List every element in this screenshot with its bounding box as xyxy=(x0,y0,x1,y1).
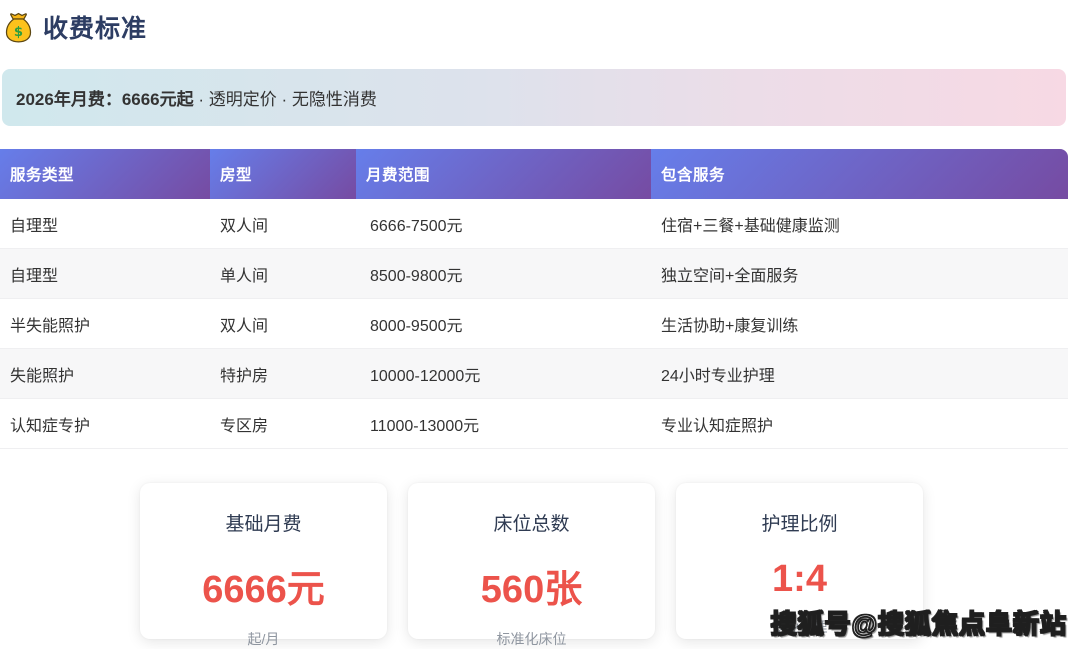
sohu-watermark: 搜狐号@搜狐焦点阜新站 xyxy=(771,604,1067,641)
cell-service-type: 自理型 xyxy=(0,199,210,249)
stat-value: 6666元 xyxy=(140,558,387,613)
cell-fee-range: 6666-7500元 xyxy=(356,199,651,249)
cell-room-type: 专区房 xyxy=(210,399,356,449)
cell-service-type: 自理型 xyxy=(0,249,210,299)
cell-included-services: 住宿+三餐+基础健康监测 xyxy=(651,199,1068,249)
money-bag-icon: $ xyxy=(3,12,34,43)
stat-card-total-beds: 床位总数 560张 标准化床位 xyxy=(408,483,655,639)
stat-value: 1:4 xyxy=(676,558,923,601)
cell-included-services: 专业认知症照护 xyxy=(651,399,1068,449)
cell-included-services: 独立空间+全面服务 xyxy=(651,249,1068,299)
cell-room-type: 特护房 xyxy=(210,349,356,399)
cell-service-type: 失能照护 xyxy=(0,349,210,399)
header-room-type: 房型 xyxy=(210,149,356,199)
cell-included-services: 24小时专业护理 xyxy=(651,349,1068,399)
stat-label: 护理比例 xyxy=(676,509,923,536)
svg-text:$: $ xyxy=(14,25,23,40)
banner-highlight: 2026年月费：6666元起 xyxy=(16,85,194,110)
table-row: 认知症专护 专区房 11000-13000元 专业认知症照护 xyxy=(0,399,1068,449)
stat-value: 560张 xyxy=(408,558,655,613)
page-title: 收费标准 xyxy=(43,9,147,45)
header-service-type: 服务类型 xyxy=(0,149,210,199)
stat-label: 床位总数 xyxy=(408,509,655,536)
table-row: 失能照护 特护房 10000-12000元 24小时专业护理 xyxy=(0,349,1068,399)
cell-fee-range: 11000-13000元 xyxy=(356,399,651,449)
cell-room-type: 单人间 xyxy=(210,249,356,299)
stat-card-base-fee: 基础月费 6666元 起/月 xyxy=(140,483,387,639)
table-header-row: 服务类型 房型 月费范围 包含服务 xyxy=(0,149,1068,199)
stat-label: 基础月费 xyxy=(140,509,387,536)
fee-banner: 2026年月费：6666元起 · 透明定价 · 无隐性消费 xyxy=(2,69,1066,126)
cell-fee-range: 8000-9500元 xyxy=(356,299,651,349)
cell-fee-range: 10000-12000元 xyxy=(356,349,651,399)
header-included-services: 包含服务 xyxy=(651,149,1068,199)
page-header: $ 收费标准 xyxy=(0,0,1068,45)
stat-note: 起/月 xyxy=(140,629,387,649)
table-row: 自理型 单人间 8500-9800元 独立空间+全面服务 xyxy=(0,249,1068,299)
cell-included-services: 生活协助+康复训练 xyxy=(651,299,1068,349)
cell-service-type: 半失能照护 xyxy=(0,299,210,349)
banner-subtext: · 透明定价 · 无隐性消费 xyxy=(194,85,377,110)
cell-fee-range: 8500-9800元 xyxy=(356,249,651,299)
pricing-table: 服务类型 房型 月费范围 包含服务 自理型 双人间 6666-7500元 住宿+… xyxy=(0,149,1068,449)
stat-note: 标准化床位 xyxy=(408,629,655,649)
header-fee-range: 月费范围 xyxy=(356,149,651,199)
cell-service-type: 认知症专护 xyxy=(0,399,210,449)
cell-room-type: 双人间 xyxy=(210,199,356,249)
table-row: 半失能照护 双人间 8000-9500元 生活协助+康复训练 xyxy=(0,299,1068,349)
table-row: 自理型 双人间 6666-7500元 住宿+三餐+基础健康监测 xyxy=(0,199,1068,249)
cell-room-type: 双人间 xyxy=(210,299,356,349)
